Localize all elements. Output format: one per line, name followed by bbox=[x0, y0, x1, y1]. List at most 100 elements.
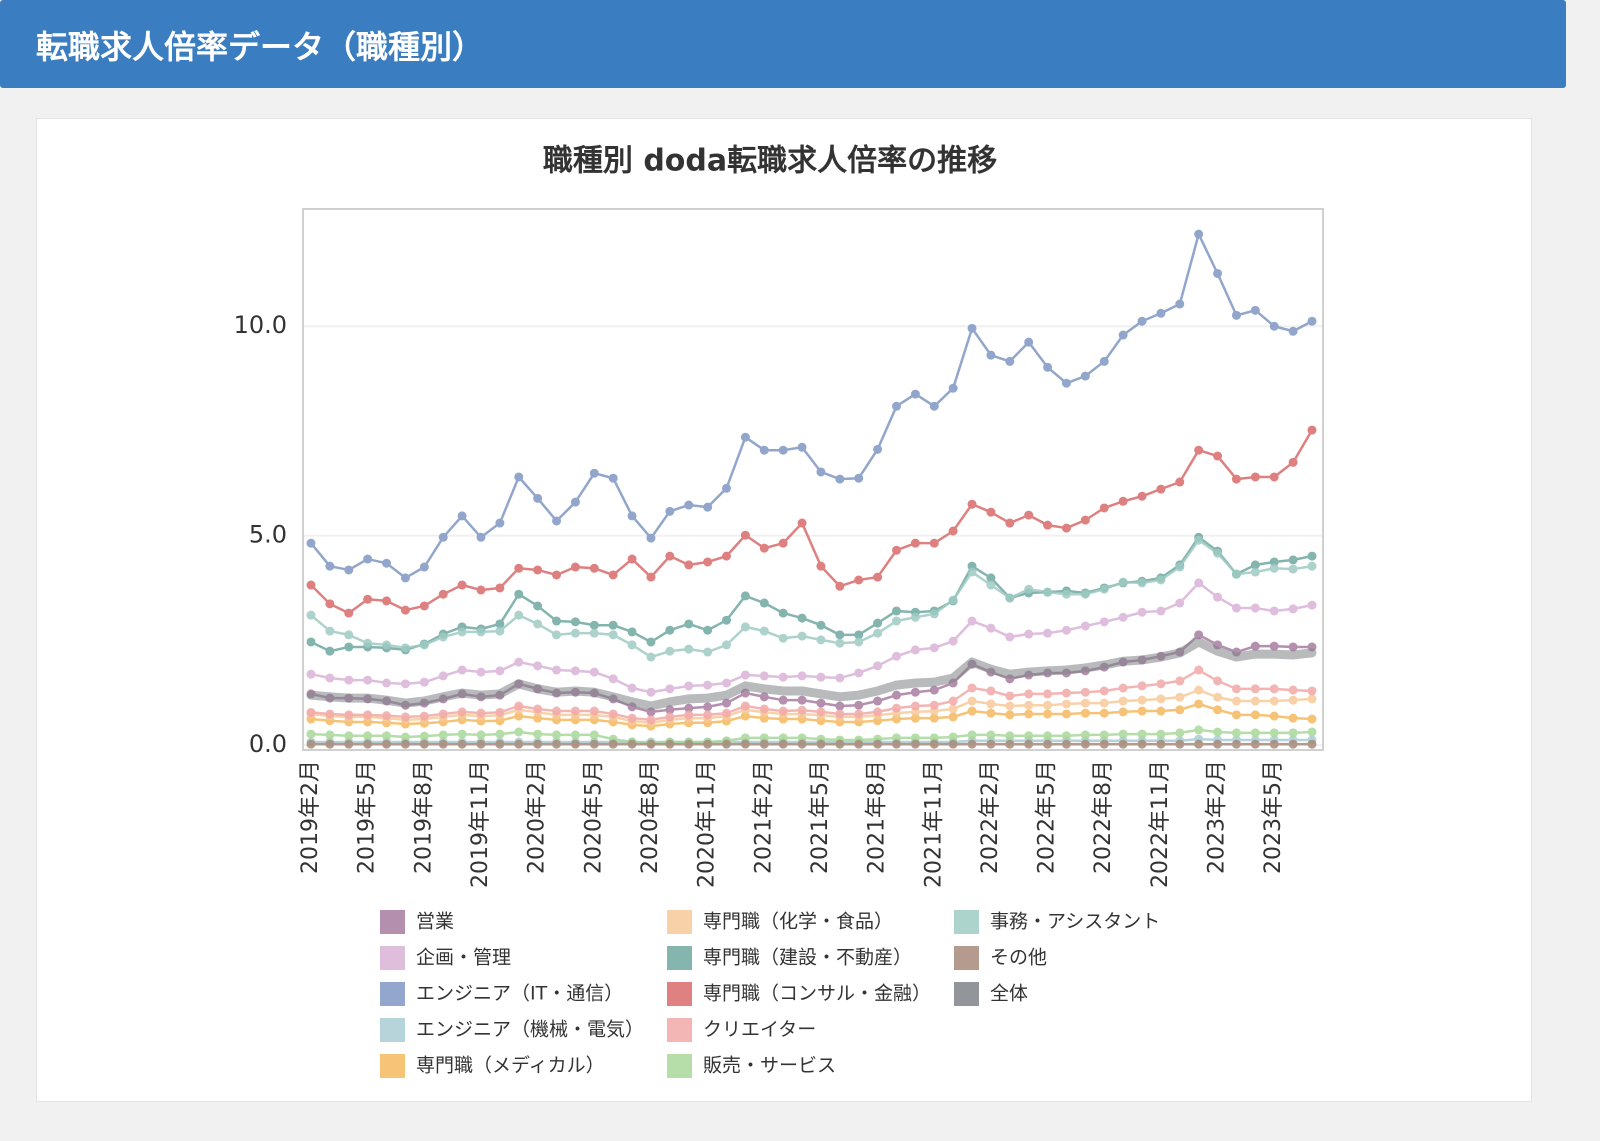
data-point bbox=[552, 687, 562, 697]
data-point bbox=[778, 706, 788, 716]
data-point bbox=[1137, 655, 1147, 665]
data-point bbox=[1175, 676, 1185, 686]
data-point bbox=[929, 643, 939, 653]
data-point bbox=[438, 589, 448, 599]
legend-label: 営業 bbox=[416, 911, 454, 933]
data-point bbox=[325, 709, 335, 719]
data-point bbox=[589, 739, 599, 749]
data-point bbox=[929, 739, 939, 749]
data-point bbox=[854, 690, 864, 700]
y-tick-label: 10.0 bbox=[234, 311, 287, 339]
data-point bbox=[948, 673, 958, 683]
data-point bbox=[457, 729, 467, 739]
data-point bbox=[1194, 685, 1204, 695]
data-point bbox=[778, 739, 788, 749]
data-point bbox=[608, 570, 618, 580]
legend-swatch bbox=[380, 910, 405, 934]
data-point bbox=[476, 627, 486, 637]
data-point bbox=[495, 689, 505, 699]
data-point bbox=[1194, 665, 1204, 675]
data-point bbox=[476, 730, 486, 740]
data-point bbox=[1307, 425, 1317, 435]
data-point bbox=[646, 739, 656, 749]
data-point bbox=[646, 652, 656, 662]
data-point bbox=[1043, 689, 1053, 699]
data-point bbox=[344, 739, 354, 749]
x-tick-label: 2019年8月 bbox=[411, 760, 436, 874]
data-point bbox=[382, 739, 392, 749]
data-point bbox=[929, 609, 939, 619]
data-point bbox=[948, 526, 958, 536]
data-point bbox=[1269, 563, 1279, 573]
data-point bbox=[552, 739, 562, 749]
data-point bbox=[891, 401, 901, 411]
data-point bbox=[873, 661, 883, 671]
data-point bbox=[1175, 477, 1185, 487]
data-point bbox=[570, 617, 580, 627]
data-point bbox=[570, 628, 580, 638]
data-point bbox=[1269, 711, 1279, 721]
data-point bbox=[722, 690, 732, 700]
data-point bbox=[438, 730, 448, 740]
data-point bbox=[627, 640, 637, 650]
data-point bbox=[967, 499, 977, 509]
data-point bbox=[1250, 649, 1260, 659]
data-point bbox=[1137, 578, 1147, 588]
data-point bbox=[457, 511, 467, 521]
data-point bbox=[1250, 603, 1260, 613]
data-point bbox=[967, 323, 977, 333]
data-point bbox=[1194, 229, 1204, 239]
data-point bbox=[1231, 739, 1241, 749]
data-point bbox=[552, 730, 562, 740]
data-point bbox=[1099, 686, 1109, 696]
data-point bbox=[1005, 632, 1015, 642]
data-point bbox=[722, 615, 732, 625]
data-point bbox=[740, 591, 750, 601]
data-point bbox=[665, 705, 675, 715]
data-point bbox=[1269, 684, 1279, 694]
data-point bbox=[835, 630, 845, 640]
data-point bbox=[778, 672, 788, 682]
data-point bbox=[344, 630, 354, 640]
data-point bbox=[986, 507, 996, 517]
data-point bbox=[967, 567, 977, 577]
data-point bbox=[344, 565, 354, 575]
data-point bbox=[533, 684, 543, 694]
data-point bbox=[1213, 727, 1223, 737]
data-point bbox=[363, 739, 373, 749]
data-point bbox=[1024, 337, 1034, 347]
series bbox=[306, 739, 1317, 749]
data-point bbox=[400, 643, 410, 653]
legend-swatch bbox=[954, 946, 979, 970]
data-point bbox=[627, 627, 637, 637]
data-point bbox=[1005, 739, 1015, 749]
data-point bbox=[514, 472, 524, 482]
data-point bbox=[457, 739, 467, 749]
data-point bbox=[495, 739, 505, 749]
data-point bbox=[495, 729, 505, 739]
data-point bbox=[1213, 739, 1223, 749]
data-point bbox=[344, 710, 354, 720]
data-point bbox=[1231, 603, 1241, 613]
data-point bbox=[722, 708, 732, 718]
data-point bbox=[382, 596, 392, 606]
data-point bbox=[1099, 698, 1109, 708]
data-point bbox=[457, 665, 467, 675]
data-point bbox=[778, 445, 788, 455]
x-tick-label: 2020年2月 bbox=[525, 760, 550, 874]
x-tick-label: 2023年2月 bbox=[1205, 760, 1230, 874]
data-point bbox=[891, 733, 901, 743]
data-point bbox=[1194, 630, 1204, 640]
legend-label: 販売・サービス bbox=[703, 1055, 836, 1077]
data-point bbox=[325, 599, 335, 609]
data-point bbox=[854, 668, 864, 678]
data-point bbox=[1043, 700, 1053, 710]
data-point bbox=[835, 638, 845, 648]
data-point bbox=[1194, 578, 1204, 588]
data-point bbox=[948, 732, 958, 742]
data-point bbox=[684, 703, 694, 713]
data-point bbox=[1137, 729, 1147, 739]
data-point bbox=[438, 532, 448, 542]
data-point bbox=[778, 733, 788, 743]
data-point bbox=[1307, 316, 1317, 326]
